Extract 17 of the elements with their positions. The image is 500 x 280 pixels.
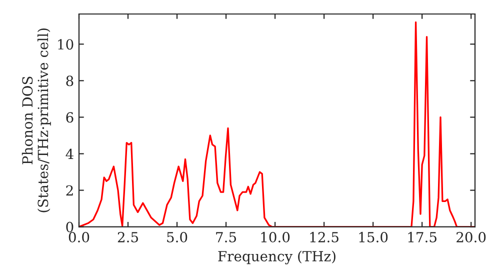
y-tick-label: 8 — [66, 76, 74, 86]
x-tick-label: 17.5 — [408, 232, 436, 242]
x-tick-label: 12.5 — [310, 232, 338, 242]
y-tick-label: 2 — [66, 185, 73, 196]
y-tick-label: 6 — [66, 112, 74, 123]
y-tick-label: 0 — [66, 222, 74, 232]
x-tick-label: 0.0 — [68, 232, 90, 242]
x-tick-label: 2.5 — [118, 232, 138, 242]
x-tick-label: 10.0 — [261, 232, 290, 242]
x-tick-label: 7.5 — [216, 232, 236, 242]
x-tick-label: 20.0 — [456, 232, 486, 242]
x-tick-label: 5.0 — [167, 232, 188, 242]
y-tick-label: 10 — [58, 39, 74, 50]
x-axis-title: Frequency (THz) — [218, 250, 336, 264]
y-tick-label: 4 — [66, 148, 74, 160]
x-tick-label: 15.0 — [359, 232, 388, 242]
y-axis-title: Phonon DOS (States/THz·primitive cell) — [22, 28, 51, 212]
